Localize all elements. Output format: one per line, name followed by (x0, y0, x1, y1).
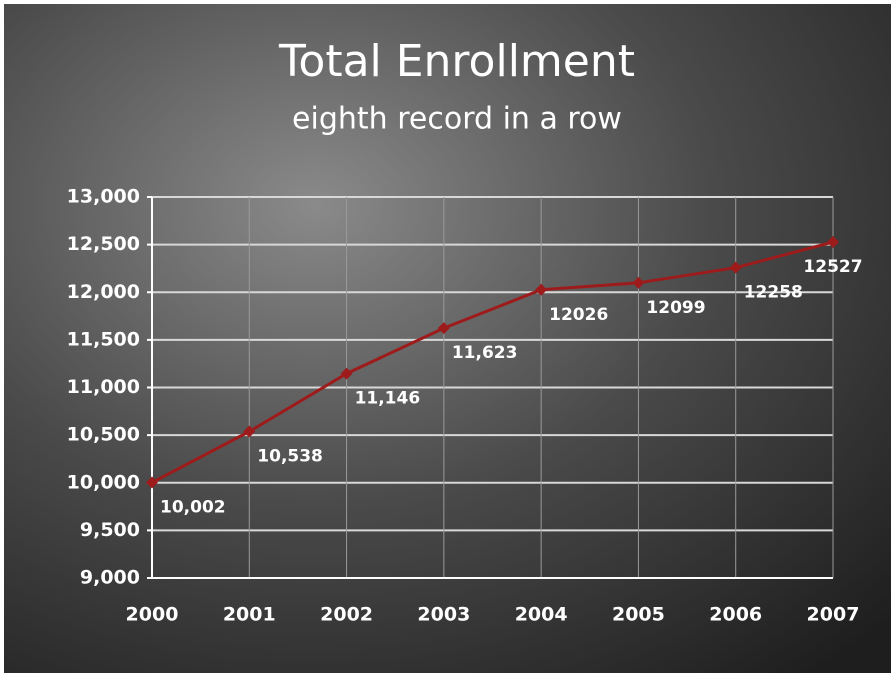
y-tick-label: 10,000 (67, 471, 140, 493)
value-label: 12099 (646, 298, 705, 318)
value-label: 10,538 (257, 447, 323, 467)
x-tick-label: 2006 (709, 604, 762, 626)
y-tick-label: 11,000 (67, 376, 140, 398)
x-tick-label: 2001 (223, 604, 276, 626)
value-label: 12258 (744, 283, 803, 303)
x-tick-label: 2004 (515, 604, 568, 626)
chart-title: Total Enrollment (278, 36, 635, 87)
marker (729, 261, 742, 274)
marker (632, 276, 645, 289)
marker (535, 283, 548, 296)
chart-subtitle: eighth record in a row (292, 102, 622, 137)
marker (827, 236, 839, 249)
value-label: 12026 (549, 305, 608, 325)
y-tick-label: 12,500 (67, 233, 140, 255)
value-label: 11,623 (452, 343, 518, 363)
marker (340, 367, 353, 380)
value-label: 11,146 (355, 389, 421, 409)
y-tick-label: 11,500 (67, 328, 140, 350)
marker (146, 476, 158, 489)
value-label: 12527 (803, 257, 862, 277)
y-tick-label: 12,000 (67, 281, 140, 303)
x-tick-label: 2005 (612, 604, 665, 626)
marker (437, 322, 450, 335)
y-tick-label: 10,500 (67, 424, 140, 446)
x-tick-label: 2003 (417, 604, 470, 626)
y-tick-label: 9,000 (80, 567, 140, 589)
x-tick-label: 2000 (126, 604, 179, 626)
x-tick-label: 2002 (320, 604, 373, 626)
y-tick-label: 13,000 (67, 186, 140, 208)
x-tick-label: 2007 (807, 604, 860, 626)
y-tick-label: 9,500 (80, 519, 140, 541)
value-label: 10,002 (160, 498, 226, 518)
line (151, 240, 834, 484)
marker (243, 425, 256, 438)
